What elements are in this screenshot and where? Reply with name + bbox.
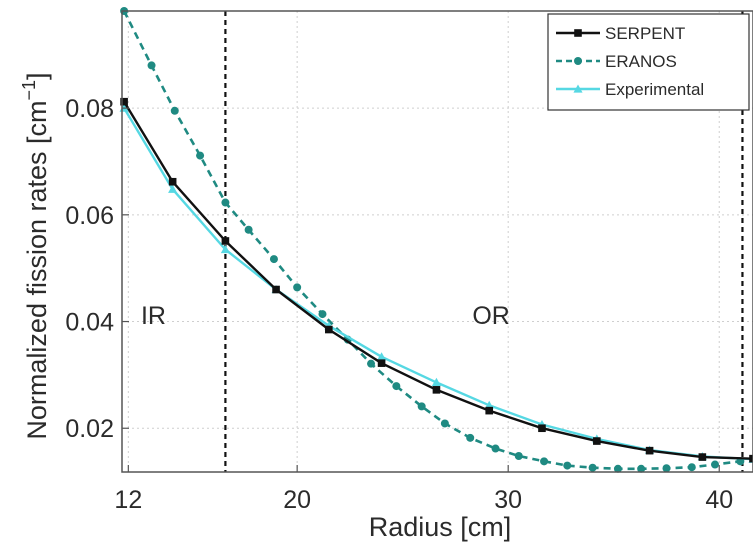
legend-label: SERPENT xyxy=(605,24,685,43)
y-tick-label: 0.08 xyxy=(65,95,114,123)
legend-item-experimental: Experimental xyxy=(556,80,704,99)
circle-marker xyxy=(392,382,401,391)
square-marker xyxy=(645,446,654,455)
x-axis-label: Radius [cm] xyxy=(369,512,512,542)
triangle-marker xyxy=(377,352,387,361)
y-axis-label-superscript: −1 xyxy=(19,80,39,101)
legend: SERPENT ERANOS Experimental xyxy=(547,13,750,111)
legend-item-serpent: SERPENT xyxy=(556,24,685,43)
circle-marker xyxy=(491,444,500,453)
circle-marker xyxy=(687,463,696,472)
triangle-marker xyxy=(168,184,178,193)
square-marker xyxy=(574,29,582,37)
y-tick-label: 0.02 xyxy=(65,415,114,443)
circle-marker xyxy=(170,106,179,115)
square-marker xyxy=(120,97,128,106)
series-eranos xyxy=(120,7,745,473)
ticks-layer: 12 20 30 40 0.02 0.04 0.06 0.08 xyxy=(65,95,733,514)
circle-marker xyxy=(147,61,156,70)
region-annotation: IR xyxy=(141,302,166,330)
triangle-marker xyxy=(220,244,230,254)
circle-marker xyxy=(711,460,720,469)
legend-label: ERANOS xyxy=(605,52,677,71)
plot-frame xyxy=(121,10,753,473)
series-line xyxy=(123,107,753,461)
x-tick-label: 40 xyxy=(705,486,733,514)
circle-marker xyxy=(318,310,327,319)
circle-marker xyxy=(613,464,622,473)
series-line xyxy=(123,101,753,460)
triangle-marker xyxy=(573,84,583,93)
square-marker xyxy=(221,237,230,245)
square-marker xyxy=(485,406,494,415)
square-marker xyxy=(749,454,753,463)
y-tick-label: 0.04 xyxy=(65,309,114,337)
region-annotation: OR xyxy=(472,302,510,330)
circle-marker xyxy=(514,451,523,460)
square-marker xyxy=(698,453,707,461)
y-axis-label-close: ] xyxy=(22,72,52,80)
circle-marker xyxy=(440,419,449,428)
series-experimental xyxy=(119,103,753,463)
circle-marker xyxy=(540,457,549,466)
circle-marker xyxy=(367,359,376,368)
square-marker xyxy=(538,424,546,433)
square-marker xyxy=(325,325,333,334)
square-marker xyxy=(272,285,280,294)
legend-label: Experimental xyxy=(605,80,704,99)
legend-item-eranos: ERANOS xyxy=(556,52,677,71)
circle-marker xyxy=(196,151,205,160)
circle-marker xyxy=(563,461,572,470)
square-marker xyxy=(593,437,601,445)
triangle-marker xyxy=(431,377,442,387)
y-axis-label-main: Normalized fission rates [cm xyxy=(22,100,52,439)
circle-marker xyxy=(637,464,646,473)
series-layer xyxy=(119,7,753,473)
circle-marker xyxy=(221,198,230,207)
circle-marker xyxy=(588,463,597,472)
circle-marker xyxy=(662,464,671,473)
square-marker xyxy=(432,386,441,394)
circle-marker xyxy=(293,283,302,292)
square-marker xyxy=(377,359,386,367)
y-axis-label: Normalized fission rates [cm−1] xyxy=(19,72,52,439)
circle-marker xyxy=(417,402,426,411)
circle-marker xyxy=(466,433,475,442)
x-tick-label: 12 xyxy=(114,486,142,514)
series-line xyxy=(122,10,741,471)
circle-marker xyxy=(574,57,582,65)
annotation-layer: IR OR xyxy=(141,302,510,330)
x-tick-label: 20 xyxy=(283,486,311,514)
circle-marker xyxy=(269,255,278,264)
square-marker xyxy=(168,177,177,186)
y-tick-label: 0.06 xyxy=(65,202,114,230)
circle-marker xyxy=(244,225,253,234)
series-serpent xyxy=(120,97,753,463)
legend-items: SERPENT ERANOS Experimental xyxy=(556,24,704,99)
x-tick-label: 30 xyxy=(494,486,522,514)
